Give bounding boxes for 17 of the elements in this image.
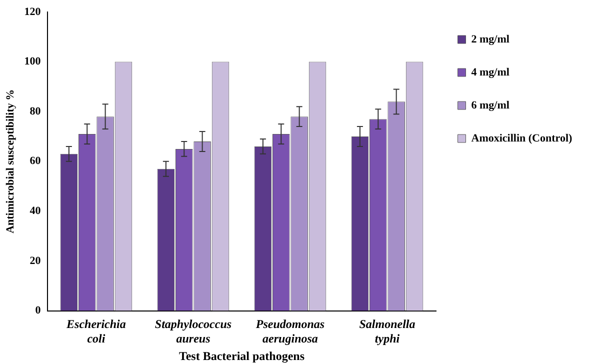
x-tick-label: Escherichia coli [66, 317, 126, 346]
y-tick-label: 0 [35, 304, 42, 317]
x-tick-label: Pseudomonas aeruginosa [256, 317, 325, 346]
x-tick-label: Staphylococcus aureus [154, 317, 232, 346]
legend-label: 2 mg/ml [471, 33, 510, 46]
y-tick-label: 120 [24, 6, 42, 18]
legend-label: 6 mg/ml [471, 99, 510, 112]
x-axis-title: Test Bacterial pathogens [178, 348, 305, 363]
legend-label: Amoxicillin (Control) [471, 132, 573, 144]
y-tick-label: 60 [30, 155, 42, 168]
y-tick-label: 40 [30, 205, 42, 218]
x-tick-label: Salmonella typhi [359, 317, 416, 346]
y-tick-label: 20 [30, 254, 42, 267]
y-tick-label: 80 [30, 105, 42, 118]
y-tick-label: 100 [24, 56, 42, 68]
y-axis-title: Antimicrobial susceptibility % [4, 89, 16, 234]
legend-label: 4 mg/ml [471, 66, 510, 78]
